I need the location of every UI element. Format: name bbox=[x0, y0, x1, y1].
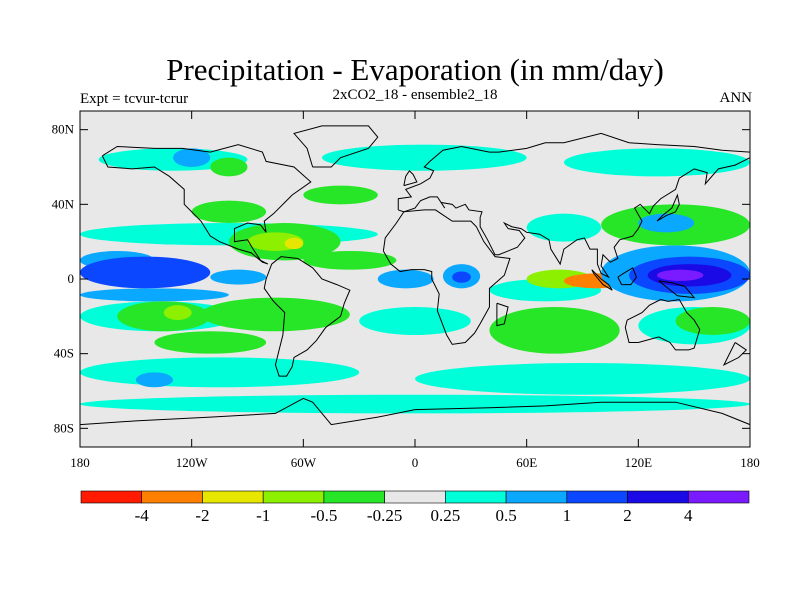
contour-region-12 bbox=[415, 363, 750, 395]
contour-region-6 bbox=[117, 301, 211, 332]
coastline-6 bbox=[403, 169, 418, 187]
colorbar-label-0: -4 bbox=[135, 506, 150, 525]
coastline-3 bbox=[382, 209, 511, 345]
colorbar-label-6: 0.5 bbox=[495, 506, 516, 525]
contour-region-42 bbox=[675, 307, 750, 335]
colorbar-swatch-2 bbox=[202, 490, 264, 504]
field-contours bbox=[80, 144, 750, 414]
axis-ticks: 80N 40N 0 40S 80S 180 120W 60W 0 60E 120E 180 bbox=[52, 111, 760, 470]
contour-region-15 bbox=[98, 148, 248, 171]
coastline-2 bbox=[293, 125, 379, 168]
season-label: ANN bbox=[719, 90, 753, 106]
experiment-label: Expt = tcvur-tcrur bbox=[80, 91, 189, 107]
colorbar-swatch-0 bbox=[80, 490, 143, 504]
contour-region-19 bbox=[210, 157, 248, 177]
lon-tick-label-2: 60W bbox=[291, 455, 317, 470]
lon-tick-label-1: 120W bbox=[176, 455, 209, 470]
lat-tick-label-2: 0 bbox=[68, 271, 75, 286]
contour-region-28 bbox=[359, 307, 471, 335]
contour-region-11 bbox=[80, 357, 360, 388]
coastlines bbox=[80, 125, 750, 426]
contour-region-1 bbox=[80, 256, 211, 289]
coastline-10 bbox=[658, 280, 696, 299]
coastline-8 bbox=[591, 269, 613, 291]
colorbar-label-3: -0.5 bbox=[310, 506, 337, 525]
colorbar-swatch-10 bbox=[687, 490, 750, 504]
coastline-4 bbox=[397, 132, 750, 279]
lon-tick-label-0: 180 bbox=[70, 455, 90, 470]
contour-region-16 bbox=[321, 144, 527, 171]
coastline-1 bbox=[263, 256, 351, 377]
colorbar-label-5: 0.25 bbox=[430, 506, 460, 525]
contour-region-14 bbox=[80, 394, 750, 414]
colorbar-swatch-9 bbox=[627, 490, 689, 504]
contour-region-3 bbox=[80, 288, 229, 302]
contour-region-13 bbox=[135, 372, 174, 388]
contour-region-17 bbox=[563, 148, 750, 177]
contour-region-18 bbox=[173, 148, 211, 168]
contour-region-40 bbox=[638, 213, 695, 233]
colorbar-label-4: -0.25 bbox=[367, 506, 402, 525]
lon-tick-label-5: 120E bbox=[625, 455, 653, 470]
coastline-5 bbox=[624, 298, 701, 351]
colorbar-swatch-6 bbox=[445, 490, 507, 504]
coastline-11 bbox=[496, 302, 509, 327]
contour-region-29 bbox=[303, 251, 397, 270]
contour-region-21 bbox=[191, 200, 267, 223]
contour-region-25 bbox=[377, 269, 434, 289]
colorbar-swatch-7 bbox=[505, 490, 568, 504]
contour-region-10 bbox=[154, 331, 267, 354]
contour-region-7 bbox=[163, 305, 192, 321]
lat-tick-label-1: 40N bbox=[52, 196, 75, 211]
coastline-0 bbox=[101, 144, 312, 265]
colorbar-swatch-3 bbox=[262, 490, 325, 504]
lat-tick-label-4: 80S bbox=[54, 420, 74, 435]
contour-region-39 bbox=[526, 213, 602, 242]
colorbar-swatch-8 bbox=[566, 490, 628, 504]
colorbar-label-9: 4 bbox=[684, 506, 693, 525]
lon-tick-label-3: 0 bbox=[412, 455, 419, 470]
colorbar-swatch-1 bbox=[141, 490, 203, 504]
lat-tick-label-0: 80N bbox=[52, 122, 75, 137]
colorbar-label-8: 2 bbox=[623, 506, 632, 525]
lon-tick-label-6: 180 bbox=[740, 455, 760, 470]
case-label: 2xCO2_18 - ensemble2_18 bbox=[332, 87, 498, 103]
colorbar-swatch-4 bbox=[323, 490, 385, 504]
contour-region-24 bbox=[284, 237, 304, 250]
colorbar-label-2: -1 bbox=[256, 506, 270, 525]
colorbar-label-7: 1 bbox=[563, 506, 572, 525]
coastline-12 bbox=[722, 342, 748, 366]
contour-region-37 bbox=[656, 269, 704, 281]
contour-region-9 bbox=[200, 297, 350, 332]
coastline-13 bbox=[80, 397, 750, 426]
colorbar: -4 -2 -1 -0.5 -0.25 0.25 0.5 1 2 4 bbox=[80, 490, 750, 525]
coastline-7 bbox=[656, 193, 680, 222]
contour-region-2 bbox=[210, 269, 267, 285]
lat-tick-label-3: 40S bbox=[54, 346, 74, 361]
colorbar-label-1: -2 bbox=[195, 506, 209, 525]
contour-region-31 bbox=[489, 307, 620, 354]
map-panel bbox=[79, 110, 751, 448]
coastline-9 bbox=[617, 267, 638, 286]
plot-title: Precipitation - Evaporation (in mm/day) bbox=[166, 52, 664, 87]
contour-region-27 bbox=[452, 271, 471, 283]
colorbar-swatch-5 bbox=[384, 490, 446, 504]
lon-tick-label-4: 60E bbox=[516, 455, 537, 470]
contour-region-20 bbox=[303, 185, 378, 205]
